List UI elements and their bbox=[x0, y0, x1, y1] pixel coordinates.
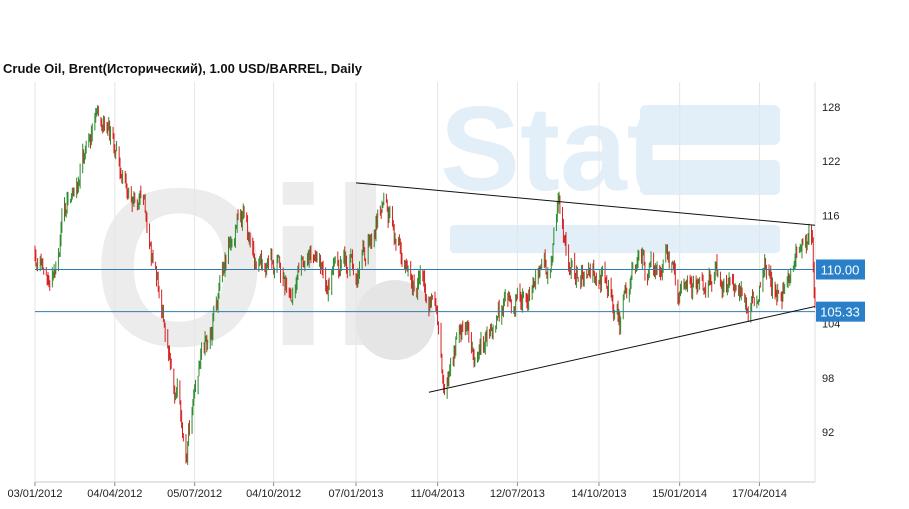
y-tick-label: 122 bbox=[822, 156, 840, 168]
watermark-bar bbox=[640, 105, 780, 145]
x-tick-label: 14/10/2013 bbox=[571, 488, 626, 500]
y-tick-label: 98 bbox=[822, 373, 834, 385]
x-tick-label: 11/04/2013 bbox=[410, 488, 464, 500]
y-axis: 128 122 116 104 98 92 bbox=[822, 102, 840, 439]
x-tick-label: 05/07/2012 bbox=[167, 488, 222, 500]
x-tick-label: 03/01/2012 bbox=[7, 488, 62, 500]
watermark: Oil Stat bbox=[92, 82, 780, 393]
y-tick-label: 128 bbox=[822, 102, 840, 114]
y-tick-label: 92 bbox=[822, 427, 834, 439]
watermark-bar bbox=[640, 160, 780, 195]
price-marker-box bbox=[816, 259, 865, 280]
price-marker-labels: 110.00 105.33 bbox=[816, 259, 865, 322]
x-tick-label: 04/04/2012 bbox=[87, 488, 142, 500]
x-tick-label: 12/07/2013 bbox=[490, 488, 545, 500]
y-tick-label: 104 bbox=[822, 319, 840, 331]
watermark-drop bbox=[355, 280, 435, 360]
trend-line bbox=[355, 182, 816, 226]
y-tick-label: 116 bbox=[822, 210, 840, 222]
trend-line bbox=[428, 306, 816, 393]
chart-title: Crude Oil, Brent(Исторический), 1.00 USD… bbox=[3, 61, 362, 76]
price-marker-box bbox=[816, 301, 865, 322]
x-axis: 03/01/2012 04/04/2012 05/07/2012 04/10/2012… bbox=[7, 481, 815, 500]
watermark-text: Stat bbox=[440, 82, 667, 216]
trend-lines bbox=[355, 182, 816, 393]
price-marker-label: 105.33 bbox=[820, 305, 860, 320]
price-marker-lines bbox=[35, 269, 815, 313]
price-marker-label: 110.00 bbox=[821, 263, 860, 278]
x-tick-label: 07/01/2013 bbox=[328, 488, 383, 500]
x-tick-label: 04/10/2012 bbox=[246, 488, 301, 500]
watermark-bar bbox=[450, 225, 780, 253]
watermark-text: Oil bbox=[92, 141, 392, 393]
x-tick-label: 17/04/2014 bbox=[732, 488, 787, 500]
x-tick-label: 15/01/2014 bbox=[652, 488, 707, 500]
